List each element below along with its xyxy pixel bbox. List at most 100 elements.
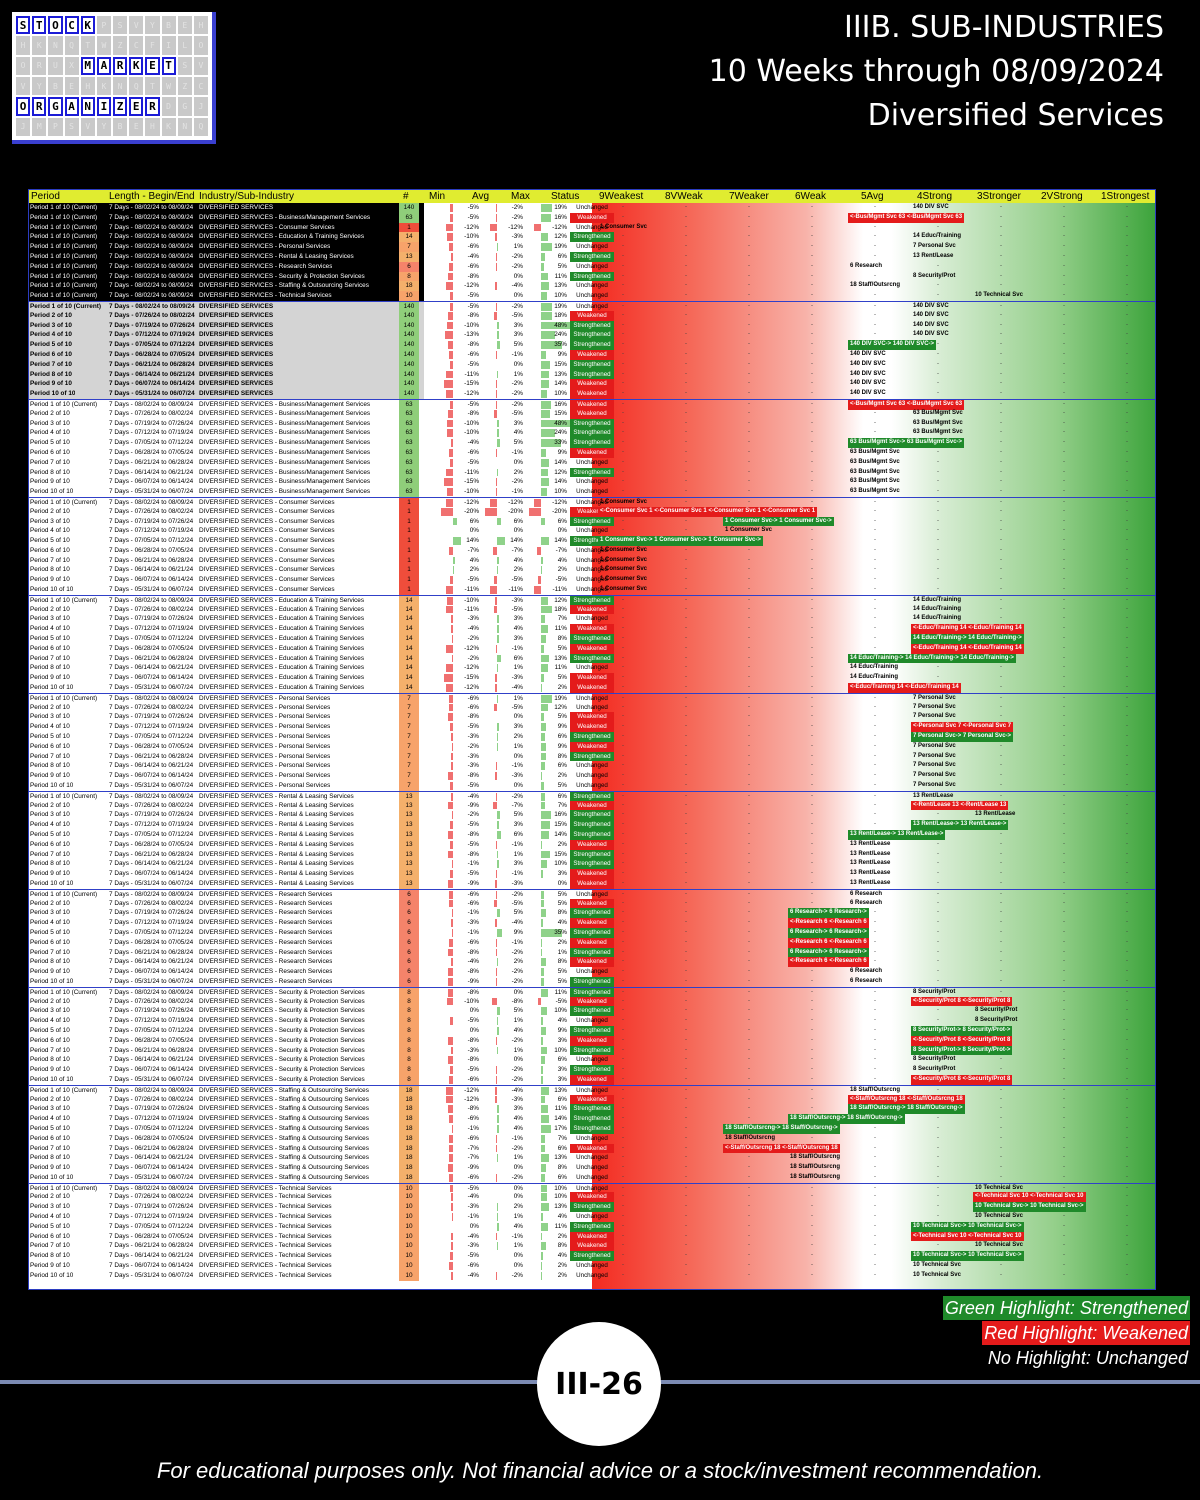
empty-dot: - xyxy=(622,419,624,426)
empty-dot: - xyxy=(685,1262,687,1269)
rank-label: 18 Staff/Outsrcng xyxy=(850,1086,901,1093)
industry-cell: DIVERSIFIED SERVICES - Consumer Services xyxy=(199,498,335,506)
empty-dot: - xyxy=(622,1173,624,1180)
empty-dot: - xyxy=(685,860,687,867)
empty-dot: - xyxy=(748,1232,750,1239)
min-bar xyxy=(451,635,453,643)
empty-dot: - xyxy=(1126,605,1128,612)
empty-dot: - xyxy=(1000,782,1002,789)
industry-cell: DIVERSIFIED SERVICES xyxy=(199,341,274,349)
min-value: -8% xyxy=(467,713,479,721)
period-cell: Period 3 of 10 xyxy=(30,1007,70,1015)
rank-label: 10 Technical Svc xyxy=(975,1242,1023,1249)
empty-dot: - xyxy=(748,772,750,779)
table-row: Period 4 of 10 7 Days - 07/12/24 to 07/19… xyxy=(29,722,1155,733)
empty-dot: - xyxy=(937,879,939,886)
empty-dot: - xyxy=(622,909,624,916)
min-value: -1% xyxy=(467,928,479,936)
empty-dot: - xyxy=(811,899,813,906)
period-cell: Period 7 of 10 xyxy=(30,654,70,662)
count-cell: 140 xyxy=(399,301,419,312)
row-labels: Period 9 of 10 7 Days - 06/07/24 to 06/14… xyxy=(29,1163,424,1173)
period-cell: Period 1 of 10 (Current) xyxy=(30,204,98,211)
avg-bar xyxy=(496,1232,497,1241)
logo-tile: Q xyxy=(64,36,79,55)
empty-dot: - xyxy=(1000,468,1002,475)
min-value: -8% xyxy=(467,831,479,838)
count-cell: 13 xyxy=(399,791,419,802)
empty-dot: - xyxy=(1063,674,1065,681)
table-row: Period 6 of 10 7 Days - 06/28/24 to 07/05… xyxy=(29,1133,1155,1144)
empty-dot: - xyxy=(748,331,750,338)
row-labels: Period 8 of 10 7 Days - 06/14/24 to 06/21… xyxy=(29,957,424,967)
empty-dot: - xyxy=(874,507,876,514)
avg-bar xyxy=(497,850,498,859)
table-row: Period 3 of 10 7 Days - 07/19/24 to 07/26… xyxy=(29,1202,1155,1213)
empty-dot: - xyxy=(811,292,813,299)
empty-dot: - xyxy=(685,879,687,886)
rank-label: 10 Technical Svc xyxy=(975,292,1023,299)
empty-dot: - xyxy=(937,840,939,847)
avg-value: 4% xyxy=(513,625,523,633)
count-cell: 13 xyxy=(399,869,419,879)
empty-dot: - xyxy=(937,537,939,544)
min-bar xyxy=(451,1203,453,1212)
logo-letter: I xyxy=(96,97,111,116)
empty-dot: - xyxy=(748,879,750,886)
status-badge: Weakened xyxy=(570,722,614,733)
empty-dot: - xyxy=(874,988,876,995)
stat-bars: 6% 6% 6% xyxy=(437,517,583,527)
empty-dot: - xyxy=(937,566,939,573)
empty-dot: - xyxy=(937,1007,939,1014)
status-badge: Weakened xyxy=(570,212,614,223)
count-cell: 13 xyxy=(399,820,419,830)
empty-dot: - xyxy=(748,213,750,220)
empty-dot: - xyxy=(1000,938,1002,945)
industry-cell: DIVERSIFIED SERVICES xyxy=(199,302,274,310)
status-badge: Weakened xyxy=(570,898,614,909)
status-badge: Unchanged xyxy=(576,1271,608,1279)
logo-letter: E xyxy=(145,56,160,75)
row-labels: Period 1 of 10 (Current) 7 Days - 08/02/2… xyxy=(29,212,424,223)
status-badge: Weakened xyxy=(570,349,614,360)
count-cell: 8 xyxy=(399,1035,419,1046)
count-cell: 18 xyxy=(399,1163,419,1173)
max-value: 16% xyxy=(554,400,567,408)
avg-bar xyxy=(495,1075,497,1084)
avg-value: -1% xyxy=(511,870,523,878)
count-cell: 140 xyxy=(399,379,419,390)
empty-dot: - xyxy=(1063,879,1065,886)
row-labels: Period 1 of 10 (Current) 7 Days - 08/02/2… xyxy=(29,988,424,998)
period-cell: Period 9 of 10 xyxy=(30,1262,70,1270)
empty-dot: - xyxy=(1063,801,1065,808)
max-value: 16% xyxy=(554,811,567,819)
max-bar xyxy=(541,596,549,605)
row-labels: Period 7 of 10 7 Days - 06/21/24 to 06/28… xyxy=(29,1046,424,1056)
stat-bars: -8% 6% 14% xyxy=(437,830,583,840)
count-cell: 8 xyxy=(399,996,419,1007)
rank-label: 13 Rent/Lease xyxy=(850,850,891,857)
empty-dot: - xyxy=(748,615,750,622)
empty-dot: - xyxy=(1000,977,1002,984)
stat-bars: -12% -3% 6% xyxy=(437,1095,583,1105)
table-row: Period 10 of 10 7 Days - 05/31/24 to 06/0… xyxy=(29,1270,1155,1281)
stat-bars: -11% -5% 18% xyxy=(437,605,583,615)
empty-dot: - xyxy=(1063,302,1065,309)
avg-value: 3% xyxy=(513,419,523,427)
min-bar xyxy=(447,1164,453,1172)
row-labels: Period 6 of 10 7 Days - 06/28/24 to 07/05… xyxy=(29,349,424,360)
empty-dot: - xyxy=(937,1184,939,1191)
max-value: 19% xyxy=(554,302,567,310)
empty-dot: - xyxy=(685,400,687,407)
row-labels: Period 5 of 10 7 Days - 07/05/24 to 07/12… xyxy=(29,438,424,448)
length-cell: 7 Days - 07/05/24 to 07/12/24 xyxy=(109,928,194,936)
avg-value: -12% xyxy=(508,498,523,506)
length-cell: 7 Days - 07/19/24 to 07/26/24 xyxy=(109,1007,194,1015)
avg-bar xyxy=(494,311,497,320)
min-bar xyxy=(446,370,453,379)
avg-bar xyxy=(494,605,497,614)
period-cell: Period 3 of 10 xyxy=(30,1105,70,1113)
empty-dot: - xyxy=(622,840,624,847)
min-value: -4% xyxy=(467,1232,479,1240)
period-cell: Period 2 of 10 xyxy=(30,507,70,515)
